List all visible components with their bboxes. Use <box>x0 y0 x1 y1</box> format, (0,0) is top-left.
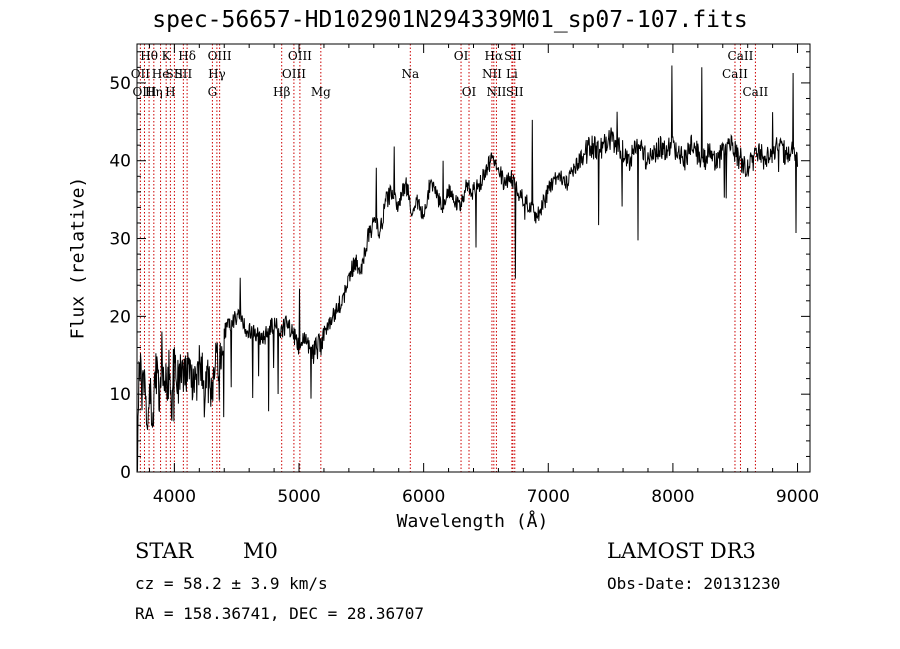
line-label-14: OIII <box>288 49 312 63</box>
y-tick-label-10: 10 <box>109 385 131 405</box>
line-label-19: OI <box>462 85 477 99</box>
line-label-20: Hα <box>485 49 504 63</box>
redshift-value: cz = 58.2 ± 3.9 km/s <box>135 574 328 593</box>
line-label-23: Li <box>506 67 518 81</box>
line-label-26: CaII <box>728 49 754 63</box>
line-label-5: K <box>162 49 172 63</box>
object-class: STAR <box>135 539 194 563</box>
y-tick-label-30: 30 <box>109 230 131 250</box>
line-label-16: Mg <box>311 85 331 99</box>
spectrum-line <box>136 65 798 473</box>
y-tick-label-20: 20 <box>109 307 131 327</box>
line-label-6: SII <box>166 67 184 81</box>
line-label-11: Hγ <box>208 67 226 81</box>
line-label-15: OIII <box>282 67 306 81</box>
line-label-2: OIII <box>132 85 156 99</box>
line-label-22: NII <box>482 67 502 81</box>
x-tick-label-6000: 6000 <box>402 487 445 507</box>
x-axis-label: Wavelength (Å) <box>396 511 549 532</box>
line-label-3: Hη <box>145 85 163 99</box>
x-tick-label-7000: 7000 <box>527 487 570 507</box>
line-label-25: SII <box>506 85 524 99</box>
y-tick-label-50: 50 <box>109 74 131 94</box>
y-axis-label: Flux (relative) <box>67 176 89 340</box>
x-tick-label-8000: 8000 <box>651 487 694 507</box>
spectrum-series <box>136 65 798 473</box>
observation-date: Obs-Date: 20131230 <box>607 574 781 593</box>
line-label-17: Na <box>401 67 419 81</box>
line-label-0: Hθ <box>140 49 158 63</box>
line-label-12: G <box>208 85 218 99</box>
line-label-24: NII <box>486 85 506 99</box>
line-label-21: SII <box>504 49 522 63</box>
x-tick-label-5000: 5000 <box>277 487 320 507</box>
y-tick-label-40: 40 <box>109 152 131 172</box>
line-label-27: CaII <box>722 67 748 81</box>
object-subclass: M0 <box>243 539 278 563</box>
line-label-18: OI <box>454 49 469 63</box>
coordinates: RA = 158.36741, DEC = 28.36707 <box>135 604 424 623</box>
line-label-1: OII <box>131 67 151 81</box>
line-label-7: H <box>165 85 175 99</box>
x-tick-label-9000: 9000 <box>776 487 819 507</box>
line-label-4: He <box>152 67 170 81</box>
chart-title: spec-56657-HD102901N294339M01_sp07-107.f… <box>152 7 748 33</box>
y-tick-label-0: 0 <box>120 463 131 483</box>
plot-axes: 4000 5000 6000 7000 8000 9000 0 10 20 30 40 50 <box>109 43 819 507</box>
line-label-13: Hβ <box>273 85 290 99</box>
survey-name: LAMOST DR3 <box>607 539 756 563</box>
plot-frame <box>136 43 811 473</box>
x-tick-label-4000: 4000 <box>153 487 196 507</box>
line-label-28: CaII <box>742 85 768 99</box>
line-label-8: Hδ <box>178 49 196 63</box>
line-markers <box>139 44 756 472</box>
line-label-10: OIII <box>208 49 232 63</box>
line-label-9: SII <box>175 67 193 81</box>
